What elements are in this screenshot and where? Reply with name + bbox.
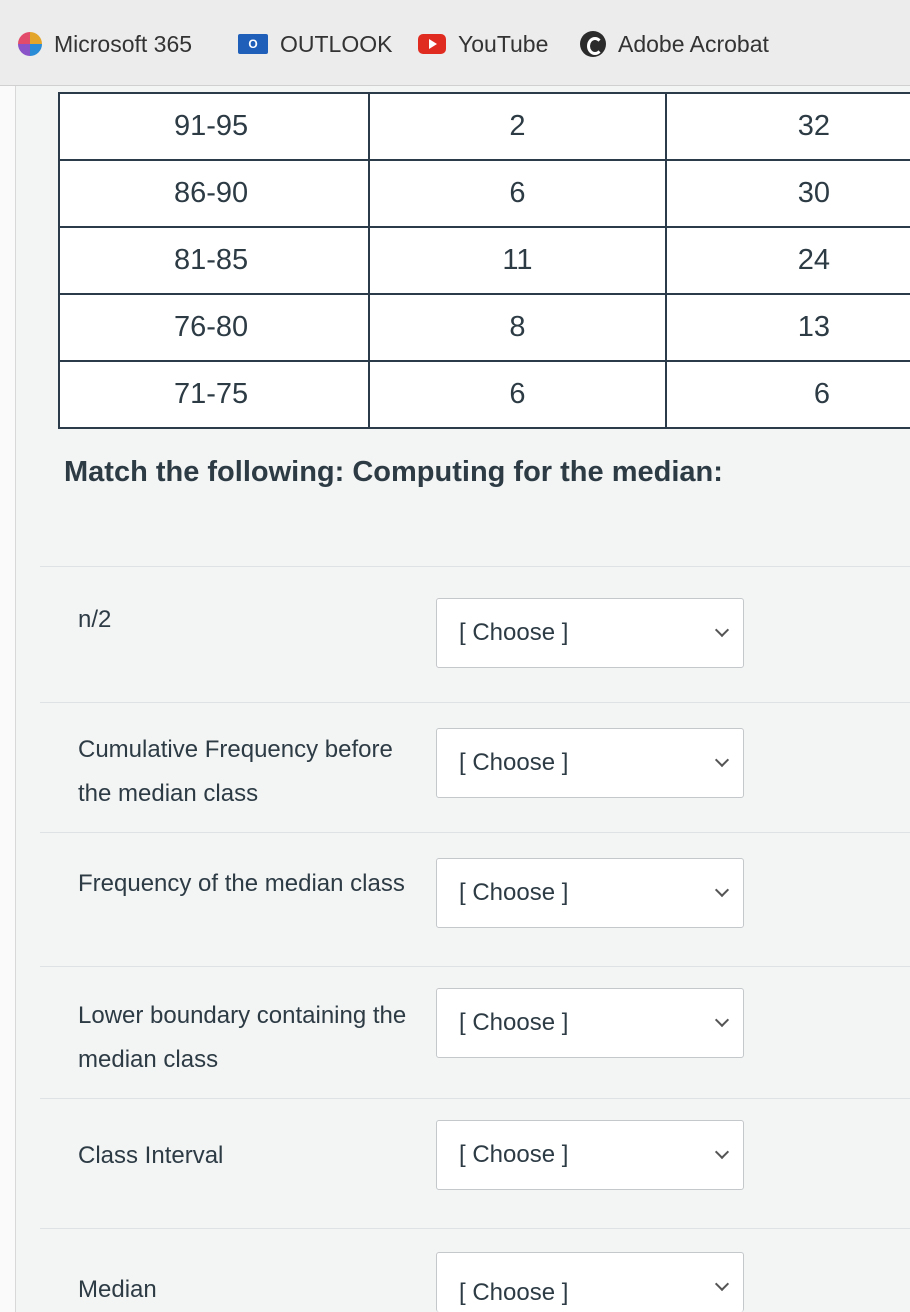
divider <box>40 702 910 703</box>
chevron-down-icon <box>714 1276 730 1292</box>
cumulative-frequency-cell: 24 <box>665 226 910 295</box>
bookmark-youtube[interactable]: YouTube <box>418 28 548 60</box>
divider <box>40 966 910 967</box>
select-value: [ Choose ] <box>459 879 569 906</box>
outlook-icon: O <box>238 34 268 54</box>
table-row: 81-85 11 24 <box>58 226 910 295</box>
cumulative-frequency-cell: 6 <box>665 360 910 429</box>
cumulative-frequency-cell: 32 <box>665 92 910 161</box>
cumulative-frequency-cell: 13 <box>665 293 910 362</box>
bookmarks-bar: Microsoft 365 O OUTLOOK YouTube Adobe Ac… <box>0 0 910 86</box>
select-value: [ Choose ] <box>459 619 569 646</box>
adobe-acrobat-icon <box>580 31 606 57</box>
class-interval-cell: 71-75 <box>58 360 370 429</box>
match-select-lower-boundary[interactable]: [ Choose ] <box>436 988 744 1058</box>
match-label-class-interval: Class Interval <box>78 1142 224 1169</box>
frequency-cell: 6 <box>367 159 668 228</box>
class-interval-cell: 86-90 <box>58 159 370 228</box>
divider <box>40 832 910 833</box>
match-label-median-class-frequency: Frequency of the median class <box>78 870 405 897</box>
microsoft-365-icon <box>18 32 42 56</box>
table-row: 71-75 6 6 <box>58 360 910 429</box>
frequency-table: 91-95 2 32 86-90 6 30 81-85 11 24 76-80 … <box>58 92 910 429</box>
left-rail <box>0 86 16 1312</box>
select-value: [ Choose ] <box>459 1278 569 1306</box>
frequency-cell: 6 <box>367 360 668 429</box>
question-title: Match the following: Computing for the m… <box>64 456 723 488</box>
cumulative-frequency-cell: 30 <box>665 159 910 228</box>
chevron-down-icon <box>714 1012 730 1028</box>
table-row: 91-95 2 32 <box>58 92 910 161</box>
select-value: [ Choose ] <box>459 1141 569 1168</box>
match-select-median[interactable]: [ Choose ] <box>436 1252 744 1312</box>
bookmark-adobe-acrobat[interactable]: Adobe Acrobat <box>580 28 769 60</box>
match-label-lower-boundary: Lower boundary containing the median cla… <box>78 1002 407 1073</box>
bookmark-outlook[interactable]: O OUTLOOK <box>238 28 392 60</box>
bookmark-label: Microsoft 365 <box>54 30 193 57</box>
bookmark-label: YouTube <box>458 30 549 57</box>
match-label-cumulative-frequency: Cumulative Frequency before the median c… <box>78 736 393 807</box>
divider <box>40 1228 910 1229</box>
match-select-cumulative-frequency[interactable]: [ Choose ] <box>436 728 744 798</box>
class-interval-cell: 91-95 <box>58 92 370 161</box>
frequency-cell: 2 <box>367 92 668 161</box>
table-row: 86-90 6 30 <box>58 159 910 228</box>
match-select-median-class-frequency[interactable]: [ Choose ] <box>436 858 744 928</box>
divider <box>40 1098 910 1099</box>
youtube-icon <box>418 34 446 54</box>
class-interval-cell: 81-85 <box>58 226 370 295</box>
select-value: [ Choose ] <box>459 1009 569 1036</box>
select-value: [ Choose ] <box>459 749 569 776</box>
frequency-cell: 8 <box>367 293 668 362</box>
bookmark-label: Adobe Acrobat <box>618 30 769 57</box>
frequency-cell: 11 <box>367 226 668 295</box>
bookmark-label: OUTLOOK <box>280 30 393 57</box>
match-select-n-over-2[interactable]: [ Choose ] <box>436 598 744 668</box>
chevron-down-icon <box>714 1144 730 1160</box>
match-select-class-interval[interactable]: [ Choose ] <box>436 1120 744 1190</box>
match-label-n-over-2: n/2 <box>78 606 112 633</box>
chevron-down-icon <box>714 752 730 768</box>
chevron-down-icon <box>714 622 730 638</box>
class-interval-cell: 76-80 <box>58 293 370 362</box>
chevron-down-icon <box>714 882 730 898</box>
bookmark-microsoft-365[interactable]: Microsoft 365 <box>18 28 192 60</box>
table-row: 76-80 8 13 <box>58 293 910 362</box>
match-label-median: Median <box>78 1276 157 1303</box>
divider <box>40 566 910 567</box>
